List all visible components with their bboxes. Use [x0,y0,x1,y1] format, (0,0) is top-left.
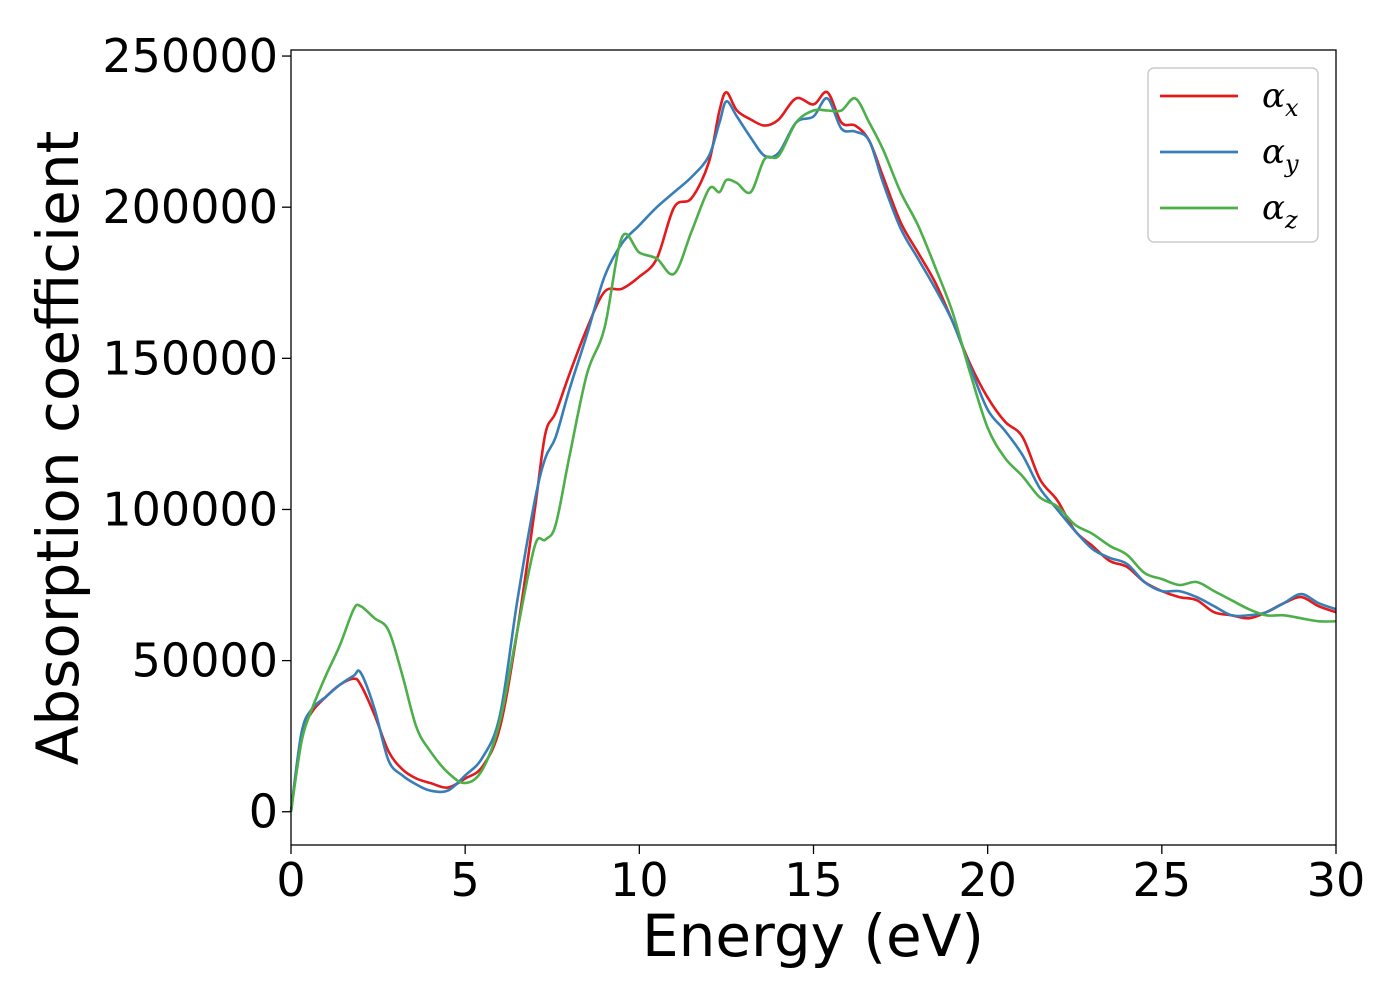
series-line-z [289,96,1337,812]
y-axis-label: Absorption coefficient [24,131,92,766]
x-axis-label: Energy (eV) [642,902,984,970]
y-tick-label: 0 [249,785,278,839]
y-tick-label: 150000 [102,331,278,385]
x-tick-label: 0 [276,853,305,907]
x-tick-label: 30 [1307,853,1366,907]
plot-frame [290,49,1337,846]
y-axis-ticks: 0 50000 100000 150000 200000 250000 [102,29,291,839]
series-line-y [289,97,1337,812]
x-tick-label: 25 [1133,853,1192,907]
y-tick-label: 250000 [102,29,278,83]
y-tick-label: 50000 [132,634,278,688]
x-tick-label: 20 [958,853,1017,907]
series-layer [289,90,1337,812]
x-axis-ticks: 0 5 10 15 20 25 30 [276,845,1365,907]
legend-box [1147,67,1319,243]
y-tick-label: 100000 [102,482,278,536]
y-tick-label: 200000 [102,180,278,234]
x-tick-label: 15 [784,853,843,907]
x-tick-label: 5 [451,853,480,907]
x-tick-label: 10 [610,853,669,907]
